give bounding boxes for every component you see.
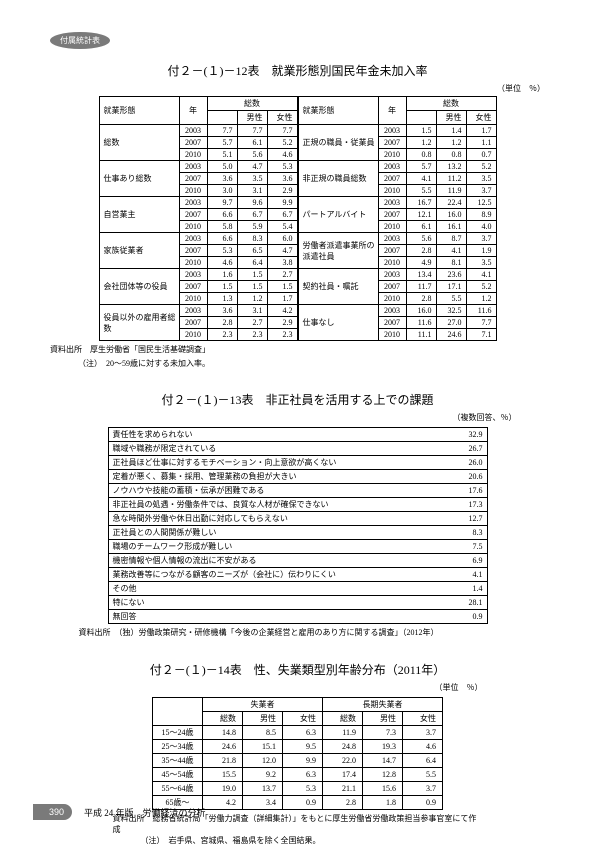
table14-unit: （単位 ％） xyxy=(113,682,483,693)
table13-title: 付２－(１)－13表 非正社員を活用する上での課題 xyxy=(50,391,545,408)
table13-source: 資料出所 （独）労働政策研究・研修機構「今後の企業経営と雇用のあり方に関する調査… xyxy=(79,627,517,638)
footer-text: 平成 24 年版 労働経済の分析 xyxy=(84,806,206,819)
section-badge: 付属統計表 xyxy=(50,32,110,49)
table14-title: 付２－(１)－14表 性、失業類型別年齢分布（2011年） xyxy=(50,661,545,678)
table13-unit: （複数回答、％） xyxy=(79,412,517,423)
table14: 失業者長期失業者総数男性女性総数男性女性15～24歳14.88.56.311.9… xyxy=(152,697,443,810)
page-number: 390 xyxy=(33,804,72,820)
table12-title: 付２－(１)－12表 就業形態別国民年金未加入率 xyxy=(50,62,545,79)
table12-unit: （単位 ％） xyxy=(50,83,545,94)
page-footer: 390 平成 24 年版 労働経済の分析 xyxy=(33,804,206,820)
table12-source: 資料出所 厚生労働省「国民生活基礎調査」 xyxy=(50,344,545,355)
table13: 責任性を求められない32.9職域や職務が限定されている26.7正社員ほど仕事に対… xyxy=(108,427,488,624)
table12-note: （注） 20～59歳に対する未加入率。 xyxy=(50,358,545,369)
table14-note: （注） 岩手県、宮城県、福島県を除く全国結果。 xyxy=(113,835,483,846)
table12: 就業形態年総数男性女性総数20037.77.77.720075.76.15.22… xyxy=(50,96,545,341)
